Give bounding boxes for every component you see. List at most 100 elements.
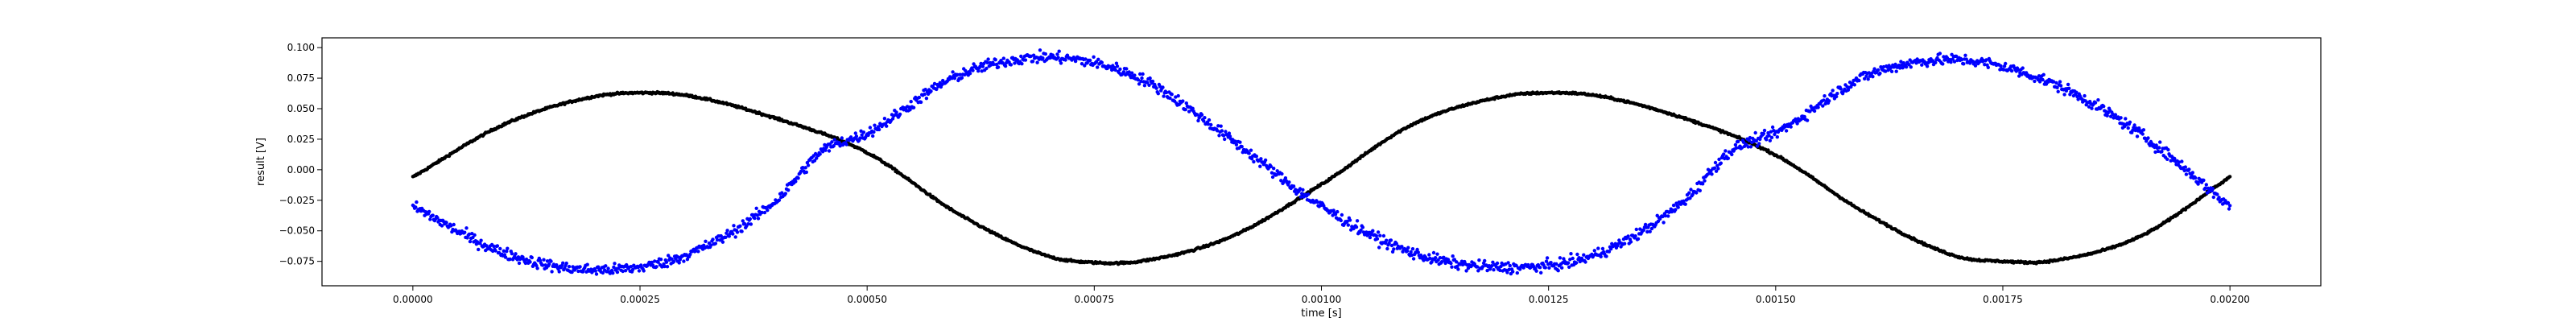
data-point	[985, 66, 989, 71]
data-point	[1385, 238, 1389, 242]
data-point	[550, 270, 554, 274]
data-point	[1431, 250, 1436, 255]
data-point	[597, 265, 601, 269]
data-point	[777, 198, 782, 202]
data-point	[806, 163, 811, 167]
data-point	[1221, 134, 1226, 138]
data-point	[1038, 48, 1042, 52]
data-point	[613, 262, 617, 266]
data-point	[971, 68, 975, 72]
data-point	[2041, 72, 2046, 77]
data-point	[1504, 262, 1508, 266]
data-point	[1719, 161, 1723, 165]
data-point	[2128, 120, 2132, 124]
data-point	[449, 224, 453, 228]
data-point	[2166, 147, 2170, 152]
data-point	[471, 235, 475, 240]
data-point	[1871, 75, 1875, 79]
data-point	[2112, 116, 2116, 120]
data-point	[1057, 49, 1061, 53]
data-point	[732, 224, 736, 228]
data-point	[503, 255, 508, 259]
data-point	[578, 265, 582, 269]
data-point	[1866, 77, 1870, 81]
data-point	[2105, 114, 2109, 118]
data-point	[1498, 268, 1502, 273]
data-point	[1897, 64, 1901, 68]
data-point	[908, 108, 912, 112]
data-point	[1400, 245, 1404, 249]
data-point	[2126, 126, 2130, 130]
data-point	[1114, 61, 1119, 65]
x-tick-label: 0.00100	[1302, 294, 1342, 305]
data-point	[958, 72, 962, 76]
data-point	[2132, 123, 2136, 127]
data-point	[923, 92, 927, 97]
data-point	[704, 239, 708, 243]
data-point	[1381, 233, 1386, 238]
data-point	[1789, 125, 1793, 129]
data-point	[653, 259, 657, 263]
x-tick-label: 0.00050	[847, 294, 887, 305]
data-point	[1748, 135, 1752, 140]
data-point	[1300, 192, 1304, 196]
data-point	[794, 180, 798, 184]
data-point	[650, 260, 654, 265]
data-point	[1125, 67, 1129, 71]
data-point	[1881, 64, 1886, 69]
data-point	[1643, 222, 1648, 227]
data-point	[464, 226, 469, 230]
y-tick-label: 0.100	[287, 42, 315, 53]
data-point	[2076, 97, 2080, 101]
data-point	[1835, 92, 1839, 96]
data-point	[557, 270, 561, 274]
data-point	[898, 112, 902, 117]
data-point	[2004, 61, 2008, 66]
data-point	[1938, 52, 1942, 56]
data-point	[994, 62, 999, 67]
data-point	[935, 87, 939, 92]
data-point	[715, 237, 720, 242]
data-point	[1755, 144, 1760, 148]
data-point	[1767, 134, 1771, 138]
y-tick-label: 0.075	[287, 72, 315, 84]
data-point	[1170, 93, 1174, 97]
data-point	[1492, 268, 1496, 272]
data-point	[1925, 64, 1930, 68]
data-point	[1491, 260, 1495, 264]
data-point	[960, 76, 964, 80]
data-point	[1249, 157, 1254, 161]
data-point	[1558, 256, 1563, 260]
y-tick-label: −0.075	[279, 256, 315, 267]
data-point	[637, 269, 642, 273]
data-point	[1083, 64, 1087, 68]
data-point	[497, 250, 502, 255]
data-point	[1096, 65, 1100, 69]
data-point	[1823, 94, 1827, 98]
data-point	[823, 142, 827, 147]
data-point	[1876, 68, 1880, 72]
data-point	[756, 217, 761, 221]
data-point	[980, 69, 984, 73]
data-point	[1816, 105, 1820, 109]
data-point	[1355, 219, 1360, 223]
data-point	[535, 263, 539, 268]
data-point	[1952, 60, 1957, 64]
data-point	[762, 210, 767, 215]
data-point	[1641, 228, 1646, 233]
data-point	[676, 255, 680, 259]
data-point	[1234, 142, 1239, 147]
data-point	[1676, 205, 1680, 209]
data-point	[1220, 129, 1224, 133]
data-point	[924, 97, 929, 101]
data-point	[1607, 250, 1612, 254]
data-point	[1909, 65, 1913, 69]
data-point	[545, 259, 550, 263]
data-point	[667, 254, 671, 258]
data-point	[1713, 160, 1718, 165]
data-point	[1084, 57, 1088, 61]
data-point	[1698, 188, 1702, 192]
data-point	[1511, 270, 1515, 274]
y-tick-label: −0.025	[279, 195, 315, 206]
data-point	[514, 252, 518, 256]
